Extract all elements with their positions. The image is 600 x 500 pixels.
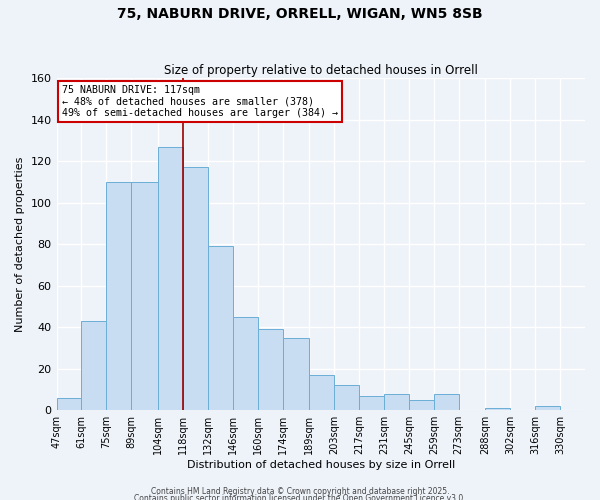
Bar	[384, 394, 409, 410]
Bar	[208, 246, 233, 410]
Bar	[535, 406, 560, 410]
Bar	[233, 317, 257, 410]
Text: 75, NABURN DRIVE, ORRELL, WIGAN, WN5 8SB: 75, NABURN DRIVE, ORRELL, WIGAN, WN5 8SB	[117, 8, 483, 22]
Bar	[283, 338, 309, 410]
Title: Size of property relative to detached houses in Orrell: Size of property relative to detached ho…	[164, 64, 478, 77]
Bar	[131, 182, 158, 410]
Bar	[359, 396, 384, 410]
Bar	[434, 394, 458, 410]
Bar	[409, 400, 434, 410]
Bar	[158, 146, 183, 410]
Bar	[334, 386, 359, 410]
Bar	[309, 375, 334, 410]
Text: Contains public sector information licensed under the Open Government Licence v3: Contains public sector information licen…	[134, 494, 466, 500]
Text: Contains HM Land Registry data © Crown copyright and database right 2025.: Contains HM Land Registry data © Crown c…	[151, 487, 449, 496]
Text: 75 NABURN DRIVE: 117sqm
← 48% of detached houses are smaller (378)
49% of semi-d: 75 NABURN DRIVE: 117sqm ← 48% of detache…	[62, 85, 338, 118]
Bar	[56, 398, 82, 410]
Bar	[106, 182, 131, 410]
Bar	[257, 330, 283, 410]
Bar	[183, 168, 208, 410]
Bar	[485, 408, 510, 410]
Y-axis label: Number of detached properties: Number of detached properties	[15, 156, 25, 332]
Bar	[82, 321, 106, 410]
X-axis label: Distribution of detached houses by size in Orrell: Distribution of detached houses by size …	[187, 460, 455, 470]
